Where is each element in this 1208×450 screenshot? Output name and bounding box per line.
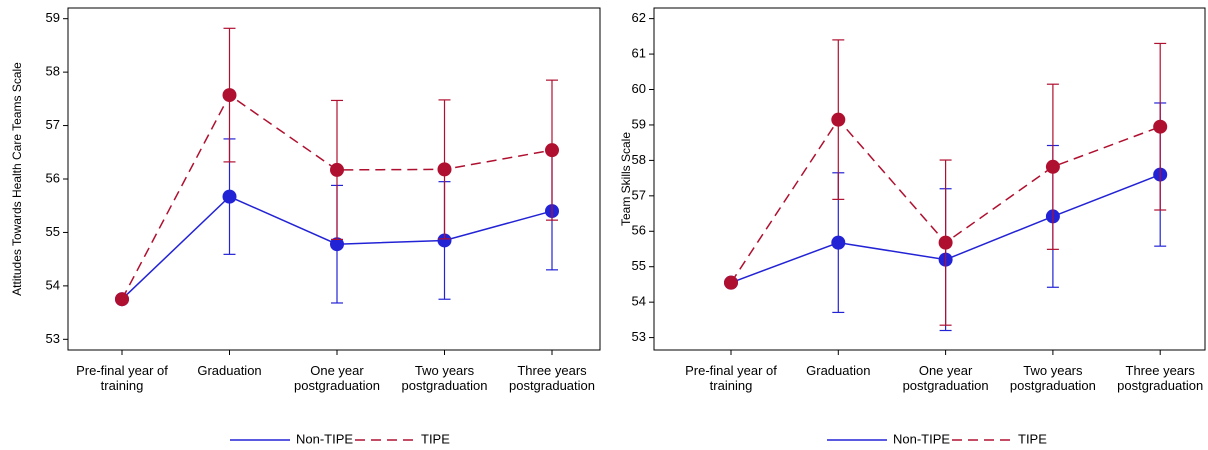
point <box>724 275 738 290</box>
x-tick-label: Pre-final year of training <box>685 363 777 393</box>
y-tick-label: 57 <box>46 117 60 132</box>
x-tick-label: Pre-final year of training <box>76 363 168 393</box>
point <box>437 162 452 177</box>
y-tick-label: 54 <box>632 294 646 309</box>
y-tick-label: 53 <box>632 329 646 344</box>
y-axis-title: Attitudes Towards Health Care Teams Scal… <box>10 62 24 296</box>
y-tick-label: 58 <box>46 64 60 79</box>
point <box>1153 119 1168 134</box>
point <box>938 235 953 250</box>
y-tick-label: 54 <box>46 277 60 292</box>
y-tick-label: 59 <box>632 116 646 131</box>
x-tick-label: One year postgraduation <box>293 363 380 393</box>
legend-label: TIPE <box>1018 431 1047 446</box>
y-tick-label: 61 <box>632 46 646 61</box>
y-tick-label: 60 <box>632 81 646 96</box>
x-tick-label: Two years postgraduation <box>401 363 488 393</box>
point <box>222 88 237 103</box>
point <box>1045 159 1060 174</box>
point <box>222 189 237 204</box>
legend-label: Non-TIPE <box>893 431 950 446</box>
point <box>115 292 129 307</box>
point <box>437 233 452 248</box>
y-tick-label: 56 <box>46 170 60 185</box>
x-tick-label: One year postgraduation <box>902 363 989 393</box>
y-tick-label: 56 <box>632 223 646 238</box>
x-tick-label: Two years postgraduation <box>1009 363 1096 393</box>
point <box>831 112 846 127</box>
y-tick-label: 57 <box>632 187 646 202</box>
plot-frame <box>653 7 1206 351</box>
legend-label: Non-TIPE <box>296 431 353 446</box>
plot-frame <box>67 7 601 351</box>
y-tick-label: 55 <box>46 224 60 239</box>
point <box>330 237 344 252</box>
point <box>831 235 846 250</box>
y-axis-title: Team Skills Scale <box>619 132 633 226</box>
x-tick-label: Three years postgraduation <box>508 363 595 393</box>
y-tick-label: 55 <box>632 258 646 273</box>
x-tick-label: Graduation <box>197 363 262 378</box>
y-tick-label: 59 <box>46 10 60 25</box>
y-tick-label: 62 <box>632 10 646 25</box>
point <box>330 162 344 177</box>
legend-label: TIPE <box>421 431 450 446</box>
x-tick-label: Graduation <box>806 363 871 378</box>
point <box>545 143 559 158</box>
y-tick-label: 58 <box>632 152 646 167</box>
y-tick-label: 53 <box>46 331 60 346</box>
x-tick-label: Three years postgraduation <box>1117 363 1204 393</box>
